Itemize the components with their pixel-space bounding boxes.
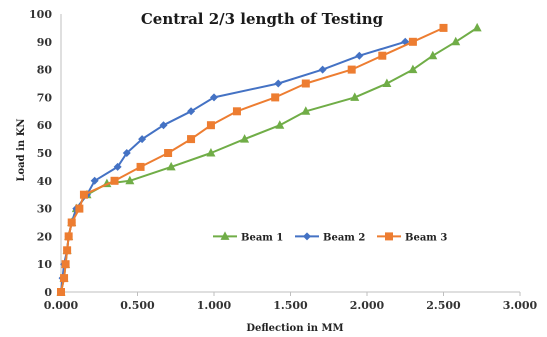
legend-swatch-marker (220, 231, 230, 240)
data-point (378, 51, 387, 60)
series-layer (56, 22, 482, 296)
data-point (275, 120, 285, 129)
series-beam-1 (56, 22, 482, 296)
data-point (271, 93, 280, 102)
x-tick-label: 1.500 (273, 299, 308, 312)
y-tick-label: 20 (37, 230, 53, 243)
data-point (408, 37, 417, 46)
data-point (63, 246, 72, 255)
data-point (240, 134, 250, 143)
x-tick-label: 2.000 (350, 299, 385, 312)
series-beam-2 (57, 37, 410, 296)
y-tick-label: 30 (37, 203, 53, 216)
y-tick-label: 80 (37, 64, 53, 77)
y-tick-label: 100 (29, 8, 52, 21)
data-point (187, 135, 196, 144)
y-tick-label: 10 (37, 258, 53, 271)
data-point (138, 135, 147, 144)
x-tick-label: 1.000 (197, 299, 232, 312)
x-axis-label: Deflection in MM (246, 323, 343, 334)
legend-swatch-marker (385, 232, 393, 241)
data-point (301, 79, 310, 88)
series-line (60, 40, 406, 293)
x-tick-label: 3.000 (503, 299, 538, 312)
data-point (232, 107, 241, 116)
series-line (60, 27, 478, 293)
data-point (408, 64, 418, 74)
data-point (79, 190, 88, 199)
y-tick-label: 90 (37, 36, 53, 49)
y-tick-label: 60 (37, 119, 53, 132)
data-point (90, 176, 99, 185)
data-point (206, 121, 215, 130)
data-point (159, 121, 168, 130)
legend-label: Beam 3 (405, 232, 447, 243)
data-point (75, 204, 84, 213)
data-point (166, 161, 176, 171)
data-point (350, 92, 360, 101)
data-point (57, 288, 65, 296)
data-point (164, 149, 173, 157)
x-tick-label: 0.000 (44, 299, 79, 312)
data-point (110, 176, 119, 185)
legend-label: Beam 2 (323, 232, 365, 243)
data-point (274, 79, 283, 88)
data-point (472, 22, 482, 32)
series-beam-3 (57, 23, 448, 296)
data-point (210, 93, 218, 102)
axes: 0.000 0.500 1.000 1.500 2.000 2.500 3.000 0 10 20… (29, 8, 538, 312)
data-point (64, 232, 73, 241)
data-point (355, 51, 364, 60)
data-point (451, 36, 461, 46)
data-point (301, 106, 311, 115)
y-tick-label: 50 (37, 147, 53, 160)
y-axis-label: Load in KN (16, 118, 27, 181)
data-point (60, 274, 69, 283)
data-point (187, 107, 196, 116)
data-point (428, 50, 438, 60)
x-tick-label: 2.500 (426, 299, 461, 312)
y-tick-label: 0 (44, 286, 52, 299)
x-tick-label: 0.500 (120, 299, 155, 312)
data-point (439, 23, 448, 32)
legend-swatch-marker (303, 232, 311, 241)
y-tick-label: 70 (37, 91, 53, 104)
series-line (60, 26, 444, 293)
legend-item: Beam 2 (295, 232, 365, 243)
data-point (113, 162, 122, 171)
y-tick-label: 40 (37, 175, 53, 188)
data-point (136, 162, 145, 171)
data-point (61, 260, 70, 269)
legend-item: Beam 3 (377, 232, 447, 243)
legend: Beam 1 Beam 2 Beam 3 (213, 231, 447, 243)
data-point (67, 218, 76, 227)
data-point (125, 175, 135, 185)
chart-title: Central 2/3 length of Testing (141, 10, 384, 28)
data-point (318, 65, 327, 74)
data-point (122, 149, 131, 157)
legend-item: Beam 1 (213, 231, 283, 243)
data-point (382, 78, 392, 87)
data-point (347, 65, 356, 74)
data-point (206, 148, 216, 157)
legend-label: Beam 1 (241, 232, 283, 243)
